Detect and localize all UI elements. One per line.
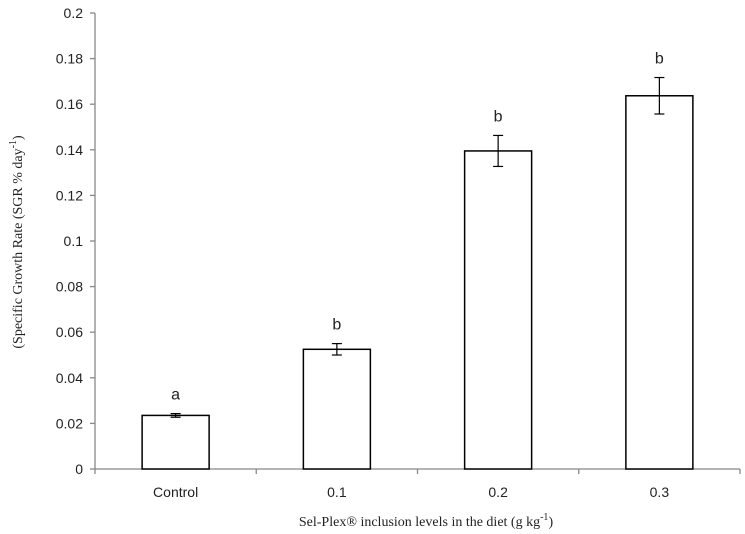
significance-label: b [655,51,664,68]
x-tick-label: 0.1 [327,484,347,500]
bars [141,95,694,470]
y-tick-label: 0.16 [56,96,83,112]
y-tick-label: 0.08 [56,279,83,295]
bar [625,95,694,470]
x-tick-label: 0.3 [650,484,670,500]
y-tick-label: 0.1 [64,233,84,249]
bar [463,150,533,470]
y-tick-label: 0.04 [56,370,83,386]
x-tick-label: 0.2 [488,484,508,500]
significance-label: a [171,387,180,404]
error-bars [170,76,665,418]
y-tick-label: 0.2 [64,5,84,21]
x-axis-title: Sel-Plex® inclusion levels in the diet (… [299,512,554,530]
significance-labels: a b b b [171,51,664,404]
bar [302,348,372,470]
x-tick-label: Control [153,484,198,500]
y-tick-label: 0.18 [56,51,83,67]
y-tick-label: 0.12 [56,187,83,203]
x-axis: Control 0.1 0.2 0.3 [94,468,741,500]
y-tick-label: 0.02 [56,415,83,431]
y-tick-label: 0 [75,461,83,477]
y-axis: 0 0.02 0.04 0.06 0.08 0.1 0.12 0.14 0.16 0.18 0.2 [56,5,96,477]
significance-label: b [332,317,341,334]
y-tick-label: 0.14 [56,142,83,158]
y-tick-label: 0.06 [56,324,83,340]
bar [141,414,210,470]
significance-label: b [494,108,503,125]
y-axis-title: (Specific Growth Rate (SGR % day-1) [8,135,26,349]
